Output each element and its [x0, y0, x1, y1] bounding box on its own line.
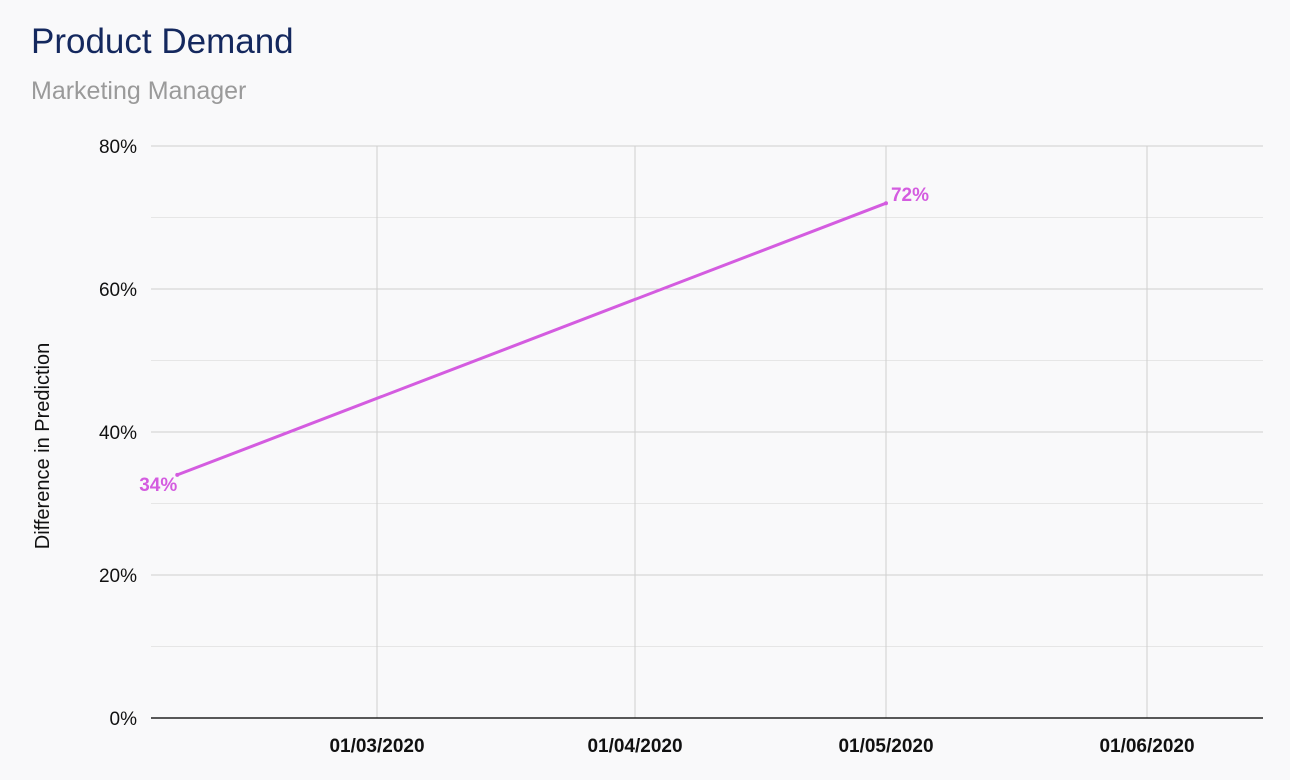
x-tick-label: 01/05/2020: [838, 736, 933, 757]
y-axis-label: Difference in Prediction: [32, 343, 54, 549]
x-axis-ticks: 01/03/2020 01/04/2020 01/05/2020 01/06/2020: [329, 736, 1194, 757]
x-tick-label: 01/06/2020: [1099, 736, 1194, 757]
data-point: [884, 201, 888, 206]
y-axis-ticks: 0% 20% 40% 60% 80%: [99, 137, 137, 730]
series-line: [175, 201, 888, 477]
y-tick-label: 80%: [99, 137, 137, 158]
x-tick-label: 01/03/2020: [329, 736, 424, 757]
y-tick-label: 40%: [99, 423, 137, 444]
chart-title: Product Demand: [31, 22, 294, 61]
data-point: [175, 472, 180, 477]
series-group: 34% 72%: [139, 185, 929, 496]
x-tick-label: 01/04/2020: [587, 736, 682, 757]
chart-subtitle: Marketing Manager: [31, 77, 247, 105]
gridlines: [151, 145, 1263, 718]
y-tick-label: 60%: [99, 280, 137, 301]
data-label: 72%: [891, 185, 929, 206]
data-label: 34%: [139, 475, 177, 496]
y-tick-label: 0%: [110, 709, 138, 730]
y-tick-label: 20%: [99, 566, 137, 587]
